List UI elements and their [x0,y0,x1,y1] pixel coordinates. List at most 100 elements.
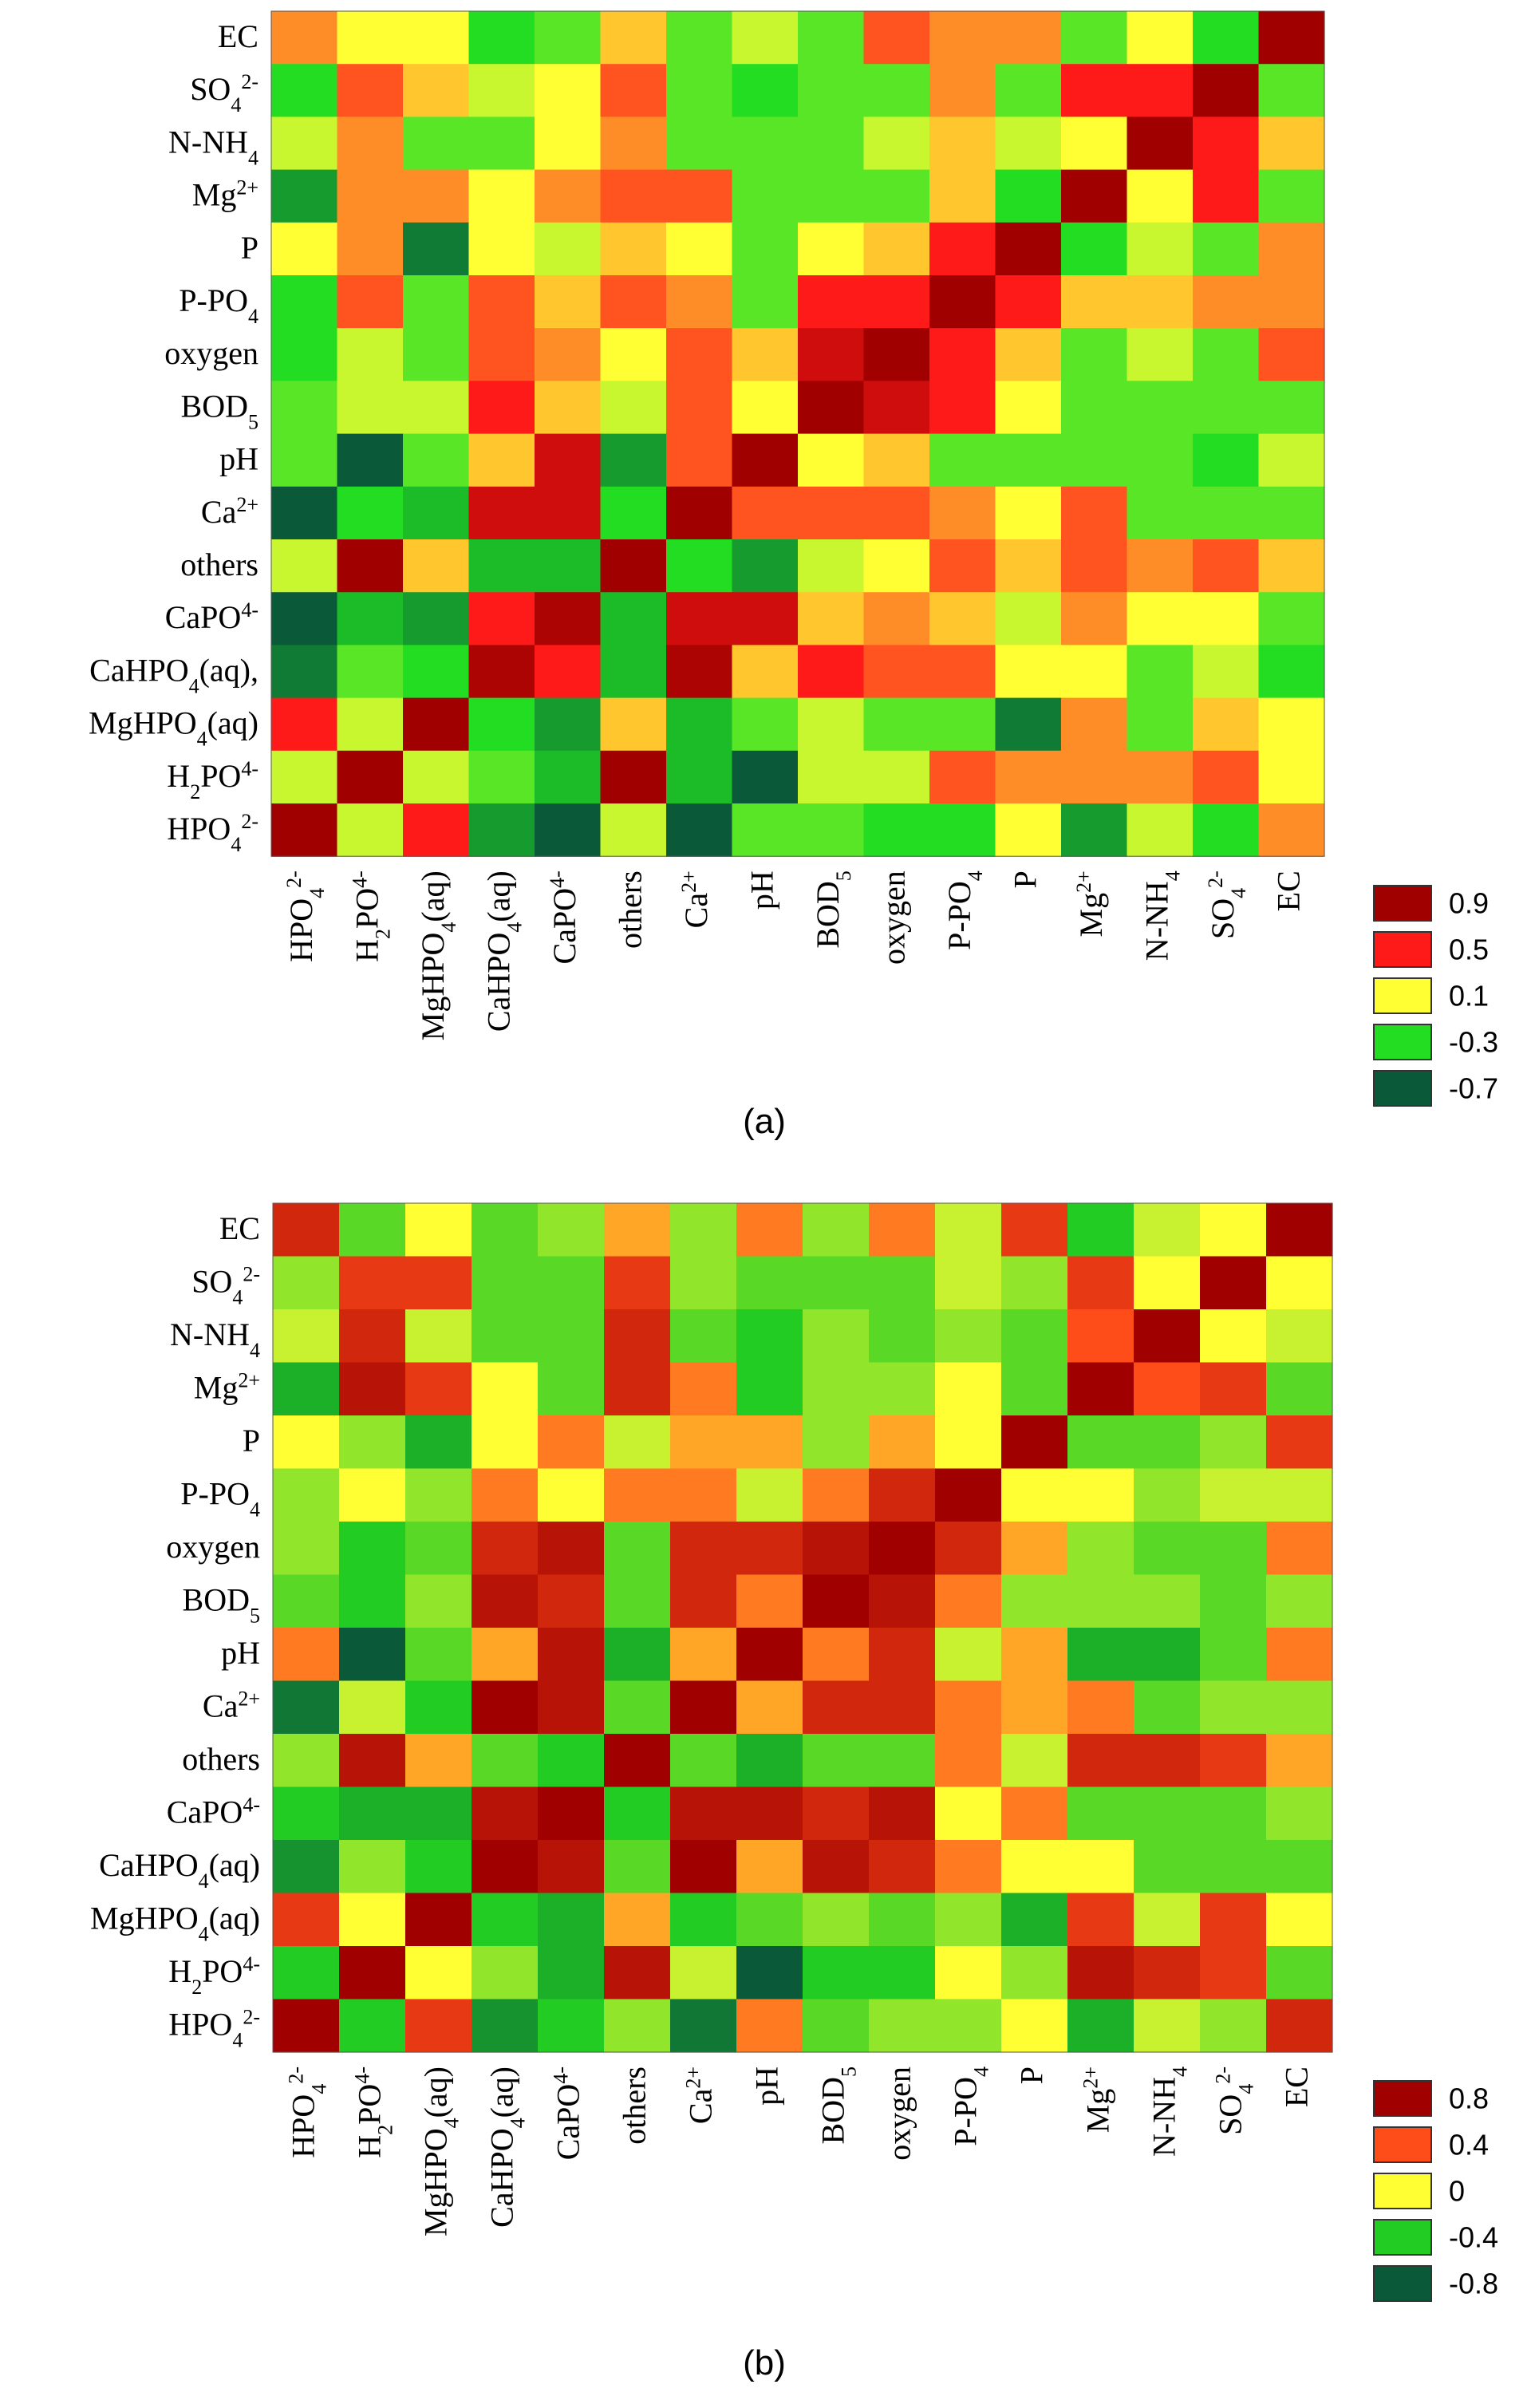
heatmap-cell [1266,1680,1333,1735]
heatmap-cell [1001,1309,1068,1364]
heatmap-cell [863,486,930,540]
heatmap-cell [273,1946,340,2000]
heatmap-cell [732,116,799,171]
heatmap-cell [1001,1840,1068,1894]
column-label: oxygen [876,870,912,965]
heatmap-cell [935,1309,1002,1364]
heatmap-cell [337,11,404,65]
heatmap-cell [666,11,733,65]
row-label: Ca2+ [203,1687,260,1724]
heatmap-cell [666,433,733,488]
heatmap-cell [869,1680,936,1735]
heatmap-cell [803,1574,870,1628]
legend-label: -0.8 [1449,2267,1498,2299]
heatmap-cell [1067,1362,1134,1416]
heatmap-cell [863,539,930,593]
heatmap-cell [405,1946,472,2000]
heatmap-cell [935,1415,1002,1470]
heatmap-cell [798,697,865,752]
legend-swatch [1373,2219,1432,2256]
heatmap-cell [929,539,996,593]
heatmap-cell [405,1309,472,1364]
heatmap-cell [1061,539,1128,593]
heatmap-cell [666,222,733,276]
plot-frame [270,10,1325,857]
heatmap-cell [1001,1468,1068,1522]
legend-swatch [1373,2173,1432,2209]
heatmap-cell [1193,11,1260,65]
heatmap-cell [1200,1893,1267,1947]
heatmap-cell [472,1999,539,2053]
heatmap-cell [468,592,535,645]
heatmap-cell [600,169,667,223]
heatmap-cell [1061,803,1128,857]
heatmap-cell [1067,1786,1134,1841]
heatmap-cell [604,1628,671,1682]
heatmap-cell [666,381,733,435]
heatmap-cell [1266,1628,1333,1682]
heatmap-cell [1001,1734,1068,1788]
heatmap-cell [995,750,1062,804]
heatmap-cell [736,1415,803,1470]
legend-swatch [1373,931,1432,968]
heatmap-cell [337,169,404,223]
heatmap-cell [869,1628,936,1682]
heatmap-cell [670,1522,737,1576]
heatmap-cell [604,1256,671,1310]
heatmap-cell [600,328,667,381]
heatmap-cell [929,381,996,435]
column-label: CaHPO4(aq) [481,870,527,1032]
heatmap-cell [337,750,404,804]
column-label: CaPO4- [546,870,583,964]
row-label: P-PO4 [179,282,258,328]
heatmap-cell [468,11,535,65]
heatmap-cell [1258,645,1325,699]
heatmap-cell [1127,116,1194,171]
heatmap-cell [337,381,404,435]
heatmap-cell [1067,1309,1134,1364]
heatmap-cell [798,803,865,857]
heatmap-cell [670,1415,737,1470]
column-label: SO42- [1204,870,1250,939]
heatmap-cell [468,64,535,117]
heatmap-cell [604,1309,671,1364]
heatmap-cell [736,1574,803,1628]
heatmap-cell [1067,1468,1134,1522]
column-label: BOD5 [815,2067,860,2144]
legend-label: 0.1 [1449,979,1489,1012]
heatmap-cell [339,1522,406,1576]
heatmap-cell [403,169,470,223]
heatmap-cell [1061,750,1128,804]
heatmap-cell [732,645,799,699]
heatmap-cell [863,116,930,171]
heatmap-cell [929,11,996,65]
heatmap-cell [535,750,602,804]
heatmap-cell [472,1734,539,1788]
heatmap-cell [1134,1786,1201,1841]
row-label: oxygen [166,1529,260,1565]
heatmap-cell [798,645,865,699]
heatmap-cell [1266,1522,1333,1576]
heatmap-cell [339,1415,406,1470]
heatmap-cell [798,169,865,223]
column-label: oxygen [881,2067,917,2161]
heatmap-cell [995,275,1062,329]
row-label: BOD5 [181,388,258,433]
heatmap-cell [405,1468,472,1522]
heatmap-cell [600,803,667,857]
heatmap-cell [339,1362,406,1416]
heatmap-cell [929,486,996,540]
heatmap-cell [405,1786,472,1841]
figure-caption: (a) [743,1102,786,1141]
heatmap-cell [1067,1574,1134,1628]
heatmap-cell [935,1734,1002,1788]
heatmap-cell [736,1999,803,2053]
heatmap-cell [337,116,404,171]
heatmap-cell [798,116,865,171]
heatmap-cell [1127,645,1194,699]
heatmap-cell [403,592,470,645]
heatmap-cell [736,1734,803,1788]
heatmap-cell [929,64,996,117]
heatmap-cell [995,592,1062,645]
heatmap-cell [670,1309,737,1364]
